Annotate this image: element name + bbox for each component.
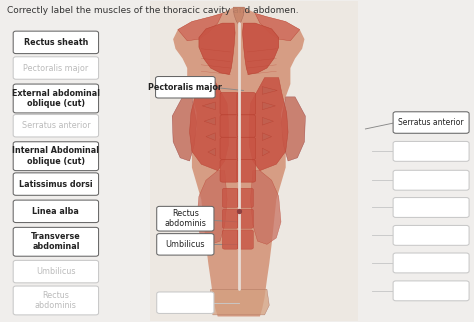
FancyBboxPatch shape — [157, 234, 214, 255]
Text: Serratus anterior: Serratus anterior — [21, 121, 90, 130]
FancyBboxPatch shape — [393, 253, 469, 273]
Polygon shape — [251, 171, 281, 244]
FancyBboxPatch shape — [220, 92, 239, 115]
Text: Pectoralis major: Pectoralis major — [148, 83, 222, 92]
FancyBboxPatch shape — [393, 141, 469, 161]
FancyBboxPatch shape — [393, 198, 469, 217]
Polygon shape — [262, 118, 273, 125]
Polygon shape — [190, 78, 228, 171]
FancyBboxPatch shape — [157, 206, 214, 231]
Text: Internal Abdominal
oblique (cut): Internal Abdominal oblique (cut) — [12, 147, 100, 166]
Polygon shape — [204, 118, 215, 125]
Polygon shape — [197, 171, 227, 244]
FancyBboxPatch shape — [150, 1, 358, 321]
FancyBboxPatch shape — [13, 173, 99, 195]
Polygon shape — [201, 87, 215, 94]
Text: Pectoralis major: Pectoralis major — [23, 63, 89, 72]
Text: Rectus
abdominis: Rectus abdominis — [164, 209, 206, 228]
Text: Linea alba: Linea alba — [32, 207, 79, 216]
FancyBboxPatch shape — [13, 31, 99, 53]
FancyBboxPatch shape — [157, 292, 214, 313]
FancyBboxPatch shape — [393, 225, 469, 245]
Polygon shape — [262, 148, 270, 156]
Text: Transverse
abdominal: Transverse abdominal — [31, 232, 81, 251]
Polygon shape — [255, 14, 300, 41]
FancyBboxPatch shape — [13, 200, 99, 223]
FancyBboxPatch shape — [237, 92, 255, 115]
FancyBboxPatch shape — [393, 112, 469, 133]
Text: Umbilicus: Umbilicus — [165, 240, 205, 249]
Text: Umbilicus: Umbilicus — [36, 267, 76, 276]
FancyBboxPatch shape — [237, 115, 255, 137]
FancyBboxPatch shape — [237, 160, 255, 182]
FancyBboxPatch shape — [13, 286, 99, 315]
FancyBboxPatch shape — [13, 57, 99, 79]
Text: Rectus sheath: Rectus sheath — [24, 38, 88, 47]
Text: Latissimus dorsi: Latissimus dorsi — [19, 180, 93, 189]
Polygon shape — [208, 289, 269, 315]
FancyBboxPatch shape — [13, 260, 99, 283]
FancyBboxPatch shape — [237, 209, 253, 228]
Text: Correctly label the muscles of the thoracic cavity and abdomen.: Correctly label the muscles of the thora… — [7, 5, 298, 14]
FancyBboxPatch shape — [13, 115, 99, 137]
Polygon shape — [281, 97, 305, 161]
Polygon shape — [206, 133, 215, 140]
FancyBboxPatch shape — [393, 281, 469, 301]
FancyBboxPatch shape — [155, 77, 215, 98]
FancyBboxPatch shape — [222, 188, 238, 207]
Polygon shape — [172, 97, 197, 161]
FancyBboxPatch shape — [237, 137, 255, 160]
FancyBboxPatch shape — [220, 115, 239, 137]
Polygon shape — [262, 102, 275, 110]
Polygon shape — [202, 102, 215, 110]
FancyBboxPatch shape — [237, 188, 253, 207]
Polygon shape — [178, 14, 222, 41]
FancyBboxPatch shape — [13, 142, 99, 171]
Polygon shape — [243, 23, 279, 74]
FancyBboxPatch shape — [393, 170, 469, 190]
Polygon shape — [199, 23, 235, 74]
FancyBboxPatch shape — [220, 160, 239, 182]
Polygon shape — [262, 87, 277, 94]
Text: Rectus
abdominis: Rectus abdominis — [35, 291, 77, 310]
Polygon shape — [249, 78, 288, 171]
Polygon shape — [173, 7, 304, 317]
FancyBboxPatch shape — [13, 227, 99, 256]
FancyBboxPatch shape — [220, 137, 239, 160]
Text: Serratus anterior: Serratus anterior — [398, 118, 464, 127]
Polygon shape — [233, 7, 245, 25]
FancyBboxPatch shape — [13, 84, 99, 113]
FancyBboxPatch shape — [237, 230, 253, 249]
Polygon shape — [208, 148, 215, 156]
Text: External abdominal
oblique (cut): External abdominal oblique (cut) — [12, 89, 100, 108]
FancyBboxPatch shape — [222, 209, 238, 228]
FancyBboxPatch shape — [222, 230, 238, 249]
Polygon shape — [262, 133, 272, 140]
